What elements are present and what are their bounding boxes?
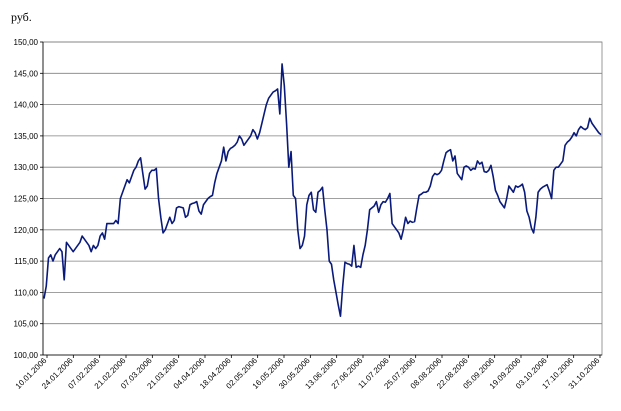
y-tick-label: 130,00: [14, 163, 39, 172]
y-tick-label: 105,00: [14, 320, 39, 329]
y-tick-label: 125,00: [14, 195, 39, 204]
x-axis-ticks: 10.01.200624.01.200607.02.200621.02.2006…: [14, 355, 602, 391]
price-series-line: [43, 63, 602, 317]
y-tick-label: 100,00: [14, 351, 39, 360]
y-tick-label: 120,00: [14, 226, 39, 235]
y-tick-label: 140,00: [14, 101, 39, 110]
y-axis-unit-label: руб.: [11, 10, 32, 24]
y-tick-label: 150,00: [14, 38, 39, 47]
y-tick-label: 110,00: [14, 288, 38, 297]
y-tick-label: 115,00: [14, 257, 38, 266]
y-tick-label: 135,00: [14, 132, 39, 141]
y-tick-label: 145,00: [14, 69, 39, 78]
y-axis-ticks: 100,00 105,00 110,00 115,00 120,00 125,00 130,…: [14, 38, 43, 360]
grid-lines: [43, 41, 602, 325]
